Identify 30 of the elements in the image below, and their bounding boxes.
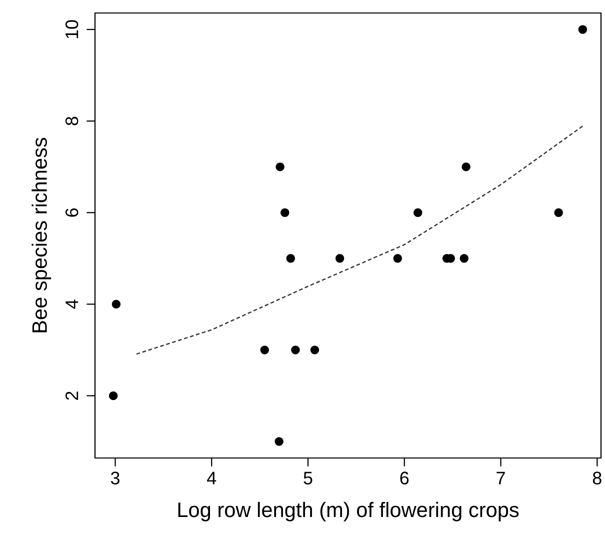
point [460,254,469,263]
y-tick-label: 4 [66,300,78,309]
point [276,162,284,172]
x-tick-label: 4 [207,472,216,484]
y-tick-label: 6 [65,208,78,217]
point [108,391,118,400]
point [260,346,269,354]
point [578,25,588,34]
y-tick-label: 10 [65,20,78,38]
point [462,162,470,172]
point [554,208,563,217]
point [393,254,402,263]
y-tick-label: 2 [65,392,78,400]
point [310,346,320,354]
point [280,208,290,217]
point [286,254,296,263]
x-tick-label: 7 [496,472,505,484]
y-tick-label: 8 [65,116,78,126]
x-axis-title: Log row length (m) of flowering crops [178,502,519,522]
x-tick-label: 3 [110,472,120,484]
y-axis-title: Bee species richness [32,138,52,332]
point [112,300,121,309]
point [274,437,284,446]
x-tick-label: 8 [592,472,602,484]
point [291,346,300,354]
point [414,208,422,217]
point [335,254,344,263]
x-tick-label: 6 [400,472,409,484]
x-tick-label: 5 [304,472,312,484]
line-series [136,125,584,355]
